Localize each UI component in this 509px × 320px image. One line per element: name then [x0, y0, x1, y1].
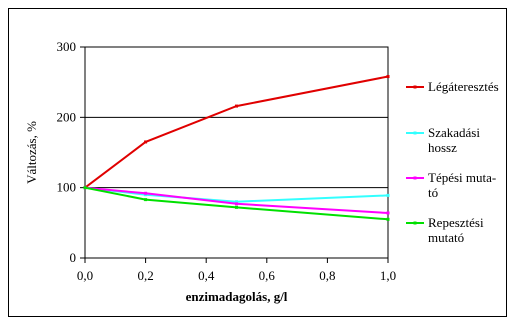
- y-tick-label: 300: [57, 39, 77, 54]
- y-axis-title: Változás, %: [24, 121, 39, 184]
- series-line: [84, 186, 389, 214]
- legend-label: Légáteresztés: [428, 79, 499, 94]
- x-tick-label: 1,0: [380, 268, 396, 283]
- legend-label: hossz: [428, 140, 457, 155]
- data-point: [386, 193, 390, 197]
- legend-label: Szakadási: [428, 125, 480, 140]
- series-line: [84, 186, 389, 221]
- legend-marker: [413, 221, 417, 225]
- data-point: [386, 217, 390, 221]
- axis-ticks: 0 100 200 300 0,0 0,2 0,4 0,6 0,8 1,0: [57, 39, 397, 283]
- x-tick-label: 0,8: [319, 268, 335, 283]
- y-tick-label: 100: [57, 180, 77, 195]
- legend-label: mutató: [428, 230, 464, 245]
- x-tick-label: 0,2: [137, 268, 153, 283]
- data-point: [386, 211, 390, 215]
- y-tick-label: 200: [57, 109, 77, 124]
- data-point: [235, 205, 238, 209]
- data-point: [144, 198, 148, 202]
- series-line: [84, 186, 389, 203]
- legend-marker: [413, 131, 417, 135]
- data-point: [144, 191, 148, 195]
- x-tick-label: 0,6: [259, 268, 276, 283]
- data-point: [235, 104, 238, 108]
- data-point: [144, 140, 148, 144]
- x-axis-title: enzimadagolás, g/l: [186, 289, 288, 304]
- data-point: [83, 186, 87, 190]
- gridlines: [85, 116, 388, 189]
- data-point: [235, 202, 238, 206]
- data-point: [235, 200, 238, 204]
- plot-area: [84, 46, 389, 259]
- series-line: [84, 75, 389, 189]
- series: [83, 75, 390, 221]
- chart-frame: [8, 8, 507, 317]
- legend-marker: [413, 85, 417, 89]
- legend-label: Repesztési: [428, 215, 484, 230]
- x-tick-label: 0,4: [198, 268, 215, 283]
- x-tick-label: 0,0: [77, 268, 93, 283]
- data-point: [386, 75, 390, 79]
- legend-label: Tépési muta-: [428, 170, 496, 185]
- y-tick-label: 0: [70, 250, 77, 265]
- legend-marker: [413, 176, 417, 180]
- legend-label: tó: [428, 185, 438, 200]
